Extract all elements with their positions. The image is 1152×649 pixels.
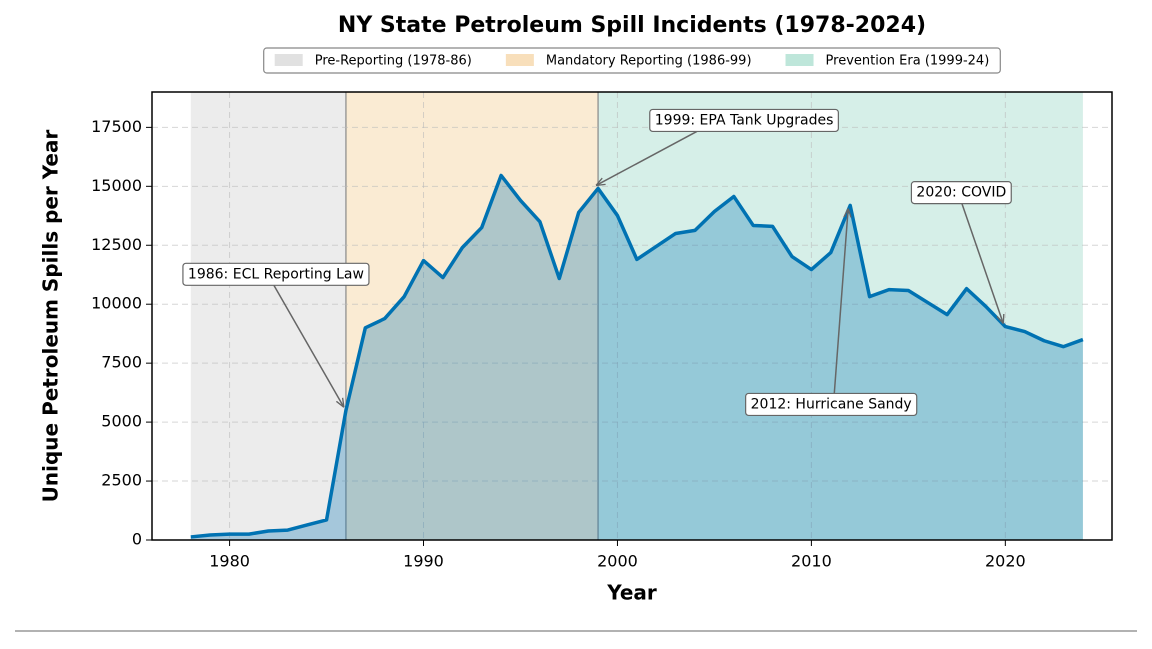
legend-swatch bbox=[505, 54, 534, 66]
annotation-box bbox=[182, 262, 370, 286]
x-tick-label: 2010 bbox=[791, 552, 832, 571]
y-axis-label: Unique Petroleum Spills per Year bbox=[39, 130, 63, 503]
annotation-arrow bbox=[273, 284, 344, 407]
annotation-arrow bbox=[961, 203, 1003, 324]
annotation: 1999: EPA Tank Upgrades bbox=[649, 108, 839, 133]
annotation-box bbox=[649, 108, 839, 133]
annotation-text: 2020: COVID bbox=[916, 185, 1006, 201]
legend-box bbox=[263, 47, 1001, 74]
annotation: 1986: ECL Reporting Law bbox=[182, 262, 370, 286]
y-tick-label: 10000 bbox=[91, 294, 142, 313]
y-tick-label: 2500 bbox=[101, 471, 142, 490]
annotation: 2012: Hurricane Sandy bbox=[745, 392, 918, 417]
annotation-text: 1986: ECL Reporting Law bbox=[188, 266, 364, 282]
x-tick-label: 1980 bbox=[209, 552, 250, 571]
y-tick-label: 5000 bbox=[101, 412, 142, 431]
legend-label: Mandatory Reporting (1986-99) bbox=[546, 54, 752, 69]
y-tick-label: 0 bbox=[132, 530, 142, 549]
x-tick-label: 2020 bbox=[985, 552, 1026, 571]
plot-frame bbox=[151, 91, 1113, 541]
y-tick-label: 15000 bbox=[91, 176, 142, 195]
annotation-box bbox=[910, 181, 1012, 205]
x-tick-label: 2000 bbox=[597, 552, 638, 571]
y-tick-label: 17500 bbox=[91, 117, 142, 136]
legend: Pre-Reporting (1978-86) Mandatory Reporti… bbox=[263, 47, 1001, 74]
legend-swatch bbox=[785, 54, 814, 66]
annotation-box bbox=[745, 392, 918, 417]
line bbox=[190, 173, 1084, 539]
legend-label: Prevention Era (1999-24) bbox=[826, 54, 990, 69]
y-tick-label: 7500 bbox=[101, 353, 142, 372]
chart-title: NY State Petroleum Spill Incidents (1978… bbox=[338, 13, 926, 38]
legend-swatch bbox=[274, 54, 303, 66]
x-axis-label: Year bbox=[606, 581, 657, 605]
y-tick-label: 12500 bbox=[91, 235, 142, 254]
annotation-arrow bbox=[596, 130, 698, 185]
annotation-text: 2012: Hurricane Sandy bbox=[751, 396, 912, 412]
legend-label: Pre-Reporting (1978-86) bbox=[315, 54, 472, 69]
annotation-text: 1999: EPA Tank Upgrades bbox=[655, 112, 834, 128]
x-tick-label: 1990 bbox=[403, 552, 444, 571]
annotation-arrow bbox=[833, 208, 848, 394]
era-span bbox=[190, 92, 346, 540]
area-fill bbox=[190, 175, 1083, 540]
annotation: 2020: COVID bbox=[910, 181, 1012, 205]
